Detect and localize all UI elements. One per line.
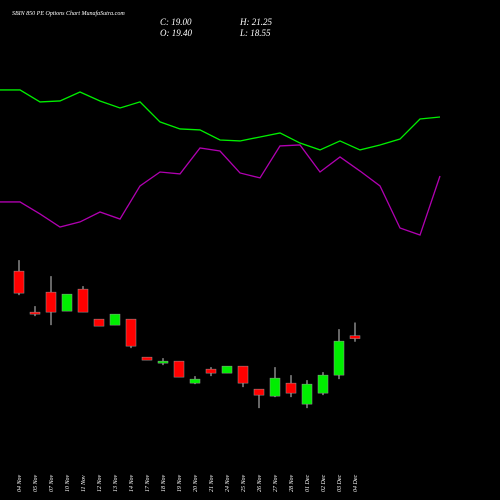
candle-body: [253, 388, 265, 396]
close-info: C: 19.00: [160, 17, 192, 27]
candle-body: [189, 378, 201, 384]
candle-body: [45, 291, 57, 313]
candle-body: [205, 368, 217, 374]
candle-body: [301, 383, 313, 405]
candle-body: [13, 270, 25, 294]
candle-body: [333, 340, 345, 376]
candle-body: [141, 356, 153, 361]
x-tick-label: 04 Dec: [352, 475, 359, 492]
x-tick-label: 04 Nov: [16, 474, 23, 492]
indicator-line: [0, 89, 441, 151]
x-tick-label: 26 Nov: [257, 474, 263, 492]
low-info: L: 18.55: [239, 28, 271, 38]
x-tick-label: 19 Nov: [177, 474, 183, 492]
x-tick-label: 25 Nov: [241, 474, 247, 492]
candle-body: [109, 313, 121, 326]
candle-body: [157, 360, 169, 364]
candle-body: [221, 365, 233, 374]
x-tick-label: 20 Nov: [193, 474, 199, 492]
x-tick-label: 10 Nov: [65, 474, 71, 492]
candle-body: [125, 318, 137, 347]
candle-body: [61, 293, 73, 312]
candle-body: [93, 318, 105, 327]
x-tick-label: 28 Nov: [289, 474, 295, 492]
chart-title: SBIN 850 PE Options Chart MunafaSutra.co…: [12, 10, 125, 17]
x-tick-label: 14 Nov: [128, 474, 135, 492]
candle-body: [77, 288, 89, 313]
x-tick-label: 01 Dec: [305, 475, 311, 492]
candle-body: [349, 335, 361, 339]
x-tick-label: 11 Nov: [81, 475, 87, 492]
candle-body: [285, 382, 297, 394]
candle-body: [237, 365, 249, 384]
x-tick-label: 13 Nov: [113, 474, 119, 492]
candle-body: [173, 360, 185, 378]
high-info: H: 21.25: [239, 17, 272, 27]
candle-body: [317, 374, 329, 394]
x-tick-label: 05 Nov: [33, 474, 39, 492]
x-tick-label: 17 Nov: [145, 474, 151, 492]
x-tick-label: 07 Nov: [49, 474, 55, 492]
candle-body: [269, 377, 281, 397]
x-tick-label: 18 Nov: [161, 474, 167, 492]
indicator-line: [0, 144, 441, 236]
x-tick-label: 12 Nov: [97, 474, 103, 492]
x-tick-label: 24 Nov: [224, 474, 231, 492]
candle-body: [29, 311, 41, 315]
x-tick-label: 21 Nov: [209, 474, 215, 492]
x-tick-label: 02 Dec: [321, 475, 327, 492]
x-tick-label: 03 Dec: [337, 475, 343, 492]
open-info: O: 19.40: [160, 28, 192, 38]
x-tick-label: 27 Nov: [273, 474, 279, 492]
